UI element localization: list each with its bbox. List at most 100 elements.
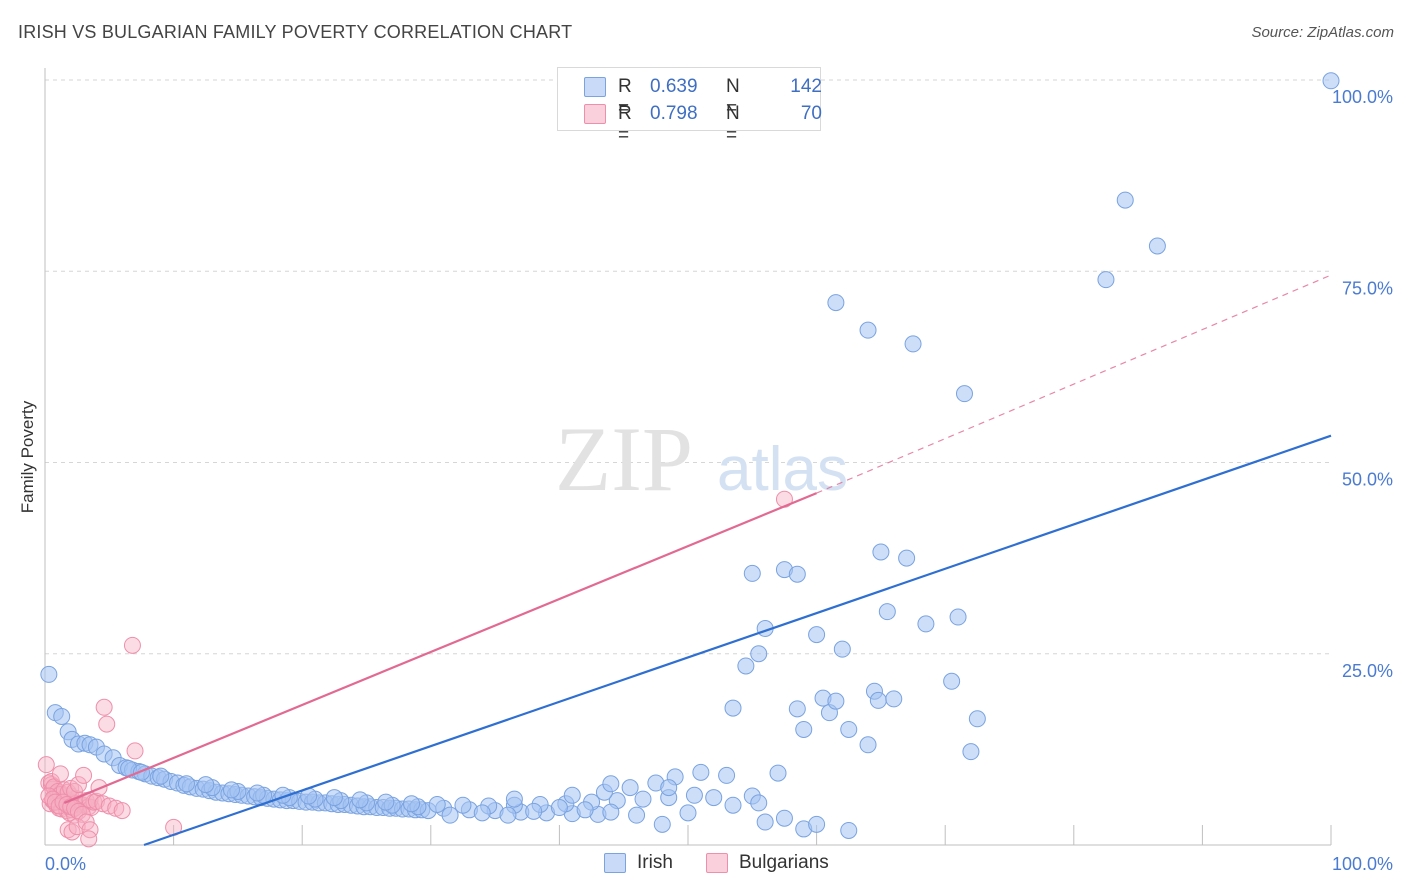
irish-point-164 bbox=[955, 385, 973, 403]
irish-point-100 bbox=[441, 806, 459, 824]
bulgarians-trend-line bbox=[63, 492, 818, 804]
chart-title: IRISH VS BULGARIAN FAMILY POVERTY CORREL… bbox=[18, 22, 573, 42]
irish-point-155 bbox=[943, 672, 961, 690]
irish-point-138 bbox=[869, 691, 887, 709]
irish-point-97 bbox=[634, 790, 652, 808]
irish-point-2 bbox=[53, 707, 71, 725]
r-key: R = bbox=[618, 76, 632, 119]
irish-point-80 bbox=[197, 776, 215, 794]
bulgarians-point-66 bbox=[51, 765, 69, 783]
n-value-irish: 142 bbox=[790, 76, 822, 97]
irish-point-159 bbox=[1097, 271, 1115, 289]
irish-point-82 bbox=[248, 784, 266, 802]
bulgarians-point-55 bbox=[113, 802, 131, 820]
bulgarians-point-51 bbox=[87, 792, 105, 810]
irish-point-105 bbox=[576, 801, 594, 819]
irish-point-108 bbox=[653, 815, 671, 833]
irish-point-153 bbox=[872, 543, 890, 561]
irish-point-86 bbox=[351, 791, 369, 809]
irish-swatch bbox=[584, 77, 606, 97]
bulgarians-swatch bbox=[584, 104, 606, 124]
tick-labels: 25.0% 50.0% 75.0% 100.0% 0.0% 100.0% bbox=[45, 87, 1393, 874]
bulgarians-point-39 bbox=[75, 766, 93, 784]
correlation-legend: R = 0.639 N = 142 R = 0.798 N = 70 bbox=[557, 67, 822, 146]
bulgarians-point-63 bbox=[77, 813, 95, 831]
irish-point-109 bbox=[679, 804, 697, 822]
n-value-bulgarians: 70 bbox=[800, 103, 822, 124]
irish-point-104 bbox=[550, 799, 568, 817]
irish-point-131 bbox=[795, 720, 813, 738]
y-tick-label-1: 50.0% bbox=[1342, 470, 1393, 490]
irish-point-0 bbox=[40, 665, 58, 683]
irish-point-62 bbox=[152, 767, 170, 785]
r-value-bulgarians: 0.798 bbox=[650, 103, 698, 124]
irish-point-152 bbox=[833, 640, 851, 658]
watermark-atlas: atlas bbox=[717, 435, 848, 504]
irish-point-136 bbox=[859, 736, 877, 754]
irish-point-102 bbox=[499, 806, 517, 824]
irish-point-145 bbox=[724, 699, 742, 717]
bulgarians-point-61 bbox=[63, 823, 81, 841]
bulgarians-point-0 bbox=[37, 756, 55, 774]
irish-point-135 bbox=[840, 720, 858, 738]
irish-point-122 bbox=[705, 789, 723, 807]
irish-point-128 bbox=[808, 815, 826, 833]
bulgarians-point-57 bbox=[98, 715, 116, 733]
bulgarians-point-64 bbox=[81, 821, 99, 839]
n-key: N = bbox=[726, 76, 740, 119]
y-axis-label: Family Poverty bbox=[18, 400, 37, 513]
irish-point-85 bbox=[325, 789, 343, 807]
bulgarians-point-62 bbox=[68, 818, 86, 836]
irish-point-151 bbox=[808, 626, 826, 644]
irish-point-157 bbox=[827, 294, 845, 312]
irish-point-87 bbox=[377, 793, 395, 811]
irish-point-120 bbox=[602, 775, 620, 793]
x-tick-label-0: 0.0% bbox=[45, 854, 86, 874]
irish-point-88 bbox=[403, 795, 421, 813]
bulgarians-point-68 bbox=[80, 830, 98, 848]
bulgarians-point-59 bbox=[123, 636, 141, 654]
irish-point-130 bbox=[788, 700, 806, 718]
irish-point-126 bbox=[775, 809, 793, 827]
irish-point-116 bbox=[692, 763, 710, 781]
irish-point-161 bbox=[1322, 72, 1340, 90]
irish-point-119 bbox=[769, 764, 787, 782]
irish-point-139 bbox=[885, 690, 903, 708]
irish-point-89 bbox=[428, 795, 446, 813]
bulgarians-point-58 bbox=[126, 742, 144, 760]
bulgarians-point-54 bbox=[107, 799, 125, 817]
irish-point-117 bbox=[718, 766, 736, 784]
irish-point-129 bbox=[840, 821, 858, 839]
irish-point-99 bbox=[685, 786, 703, 804]
bulgarians-point-52 bbox=[94, 795, 112, 813]
bulgarians-points bbox=[37, 490, 793, 848]
trend-lines bbox=[63, 274, 1332, 847]
irish-point-125 bbox=[756, 813, 774, 831]
irish-point-113 bbox=[621, 779, 639, 797]
irish-point-144 bbox=[737, 657, 755, 675]
x-tick-label-1: 100.0% bbox=[1332, 854, 1393, 874]
irish-point-81 bbox=[222, 781, 240, 799]
watermark-zip: ZIP bbox=[555, 408, 693, 510]
bulgarians-point-56 bbox=[95, 698, 113, 716]
n-key: N = bbox=[726, 103, 740, 146]
irish-point-90 bbox=[454, 796, 472, 814]
irish-point-134 bbox=[827, 692, 845, 710]
chart-source: Source: ZipAtlas.com bbox=[1251, 24, 1394, 41]
irish-point-106 bbox=[602, 803, 620, 821]
irish-points bbox=[40, 72, 1340, 839]
irish-swatch bbox=[604, 853, 626, 873]
r-key: R = bbox=[618, 103, 632, 146]
irish-point-123 bbox=[724, 796, 742, 814]
irish-point-160 bbox=[1116, 191, 1134, 209]
y-tick-label-2: 75.0% bbox=[1342, 278, 1393, 298]
irish-point-141 bbox=[788, 565, 806, 583]
irish-point-143 bbox=[750, 645, 768, 663]
y-tick-label-0: 25.0% bbox=[1342, 661, 1393, 681]
irish-point-111 bbox=[563, 786, 581, 804]
irish-point-158 bbox=[859, 321, 877, 339]
y-tick-label-3: 100.0% bbox=[1332, 87, 1393, 107]
irish-point-146 bbox=[878, 603, 896, 621]
irish-point-110 bbox=[505, 790, 523, 808]
